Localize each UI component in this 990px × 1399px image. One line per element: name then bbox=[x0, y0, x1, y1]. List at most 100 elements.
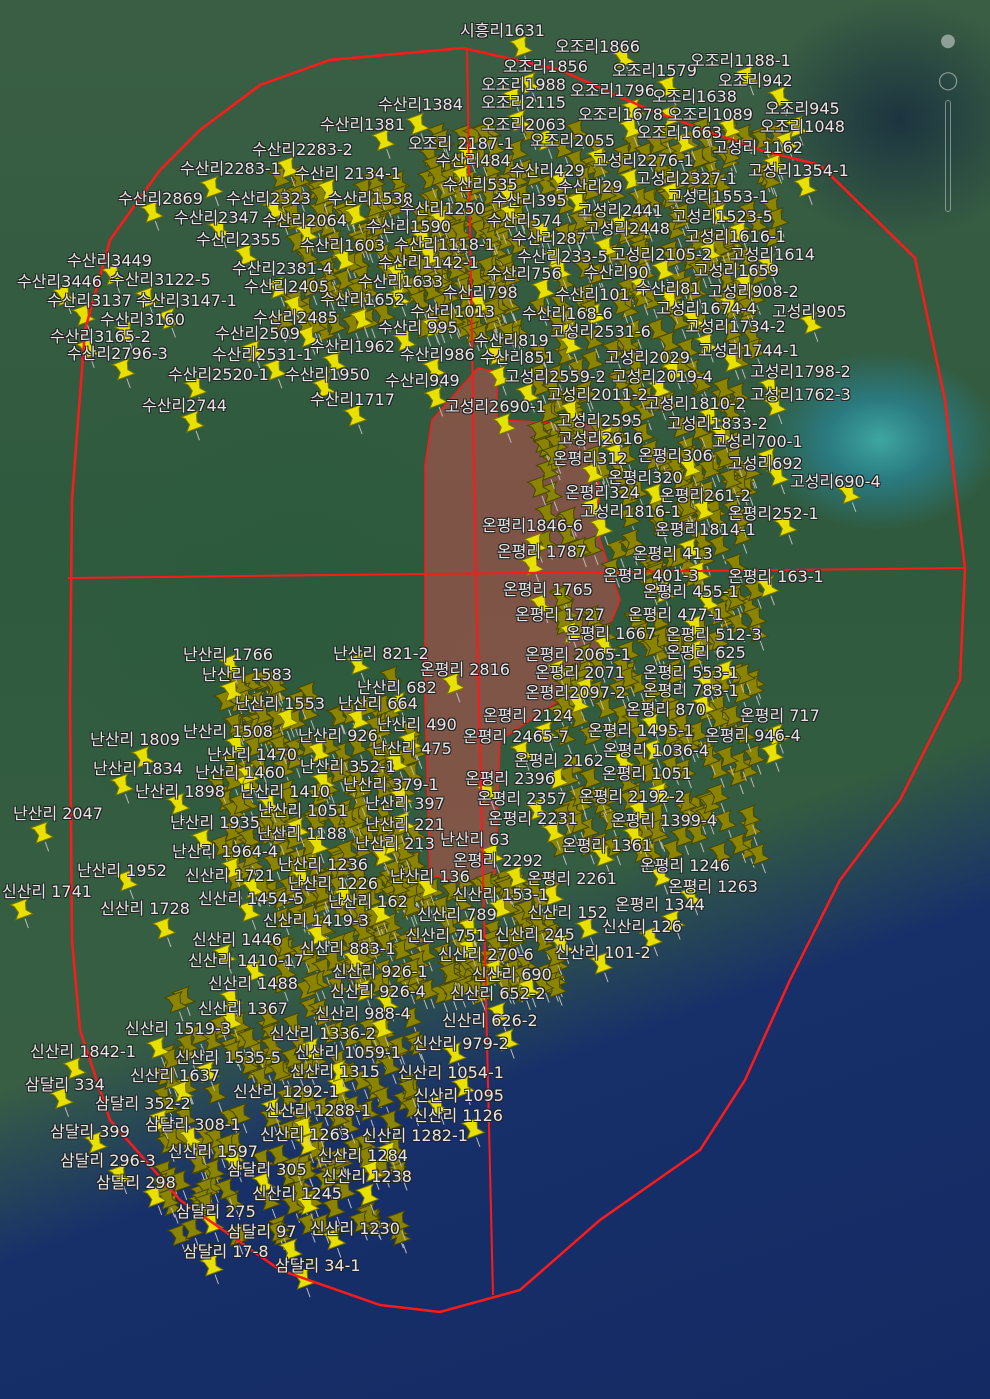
parcel-label: 온평리 455-1 bbox=[643, 582, 739, 601]
pushpin-icon[interactable] bbox=[361, 168, 389, 201]
parcel-label: 난산리 1898 bbox=[135, 782, 225, 801]
parcel-label: 난산리 490 bbox=[377, 715, 457, 734]
parcel-label: 온평리 625 bbox=[666, 643, 746, 662]
pushpin-icon[interactable] bbox=[592, 180, 620, 213]
pushpin-icon[interactable] bbox=[436, 282, 463, 316]
parcel-label: 난산리 1964-4 bbox=[172, 842, 278, 861]
parcel-label: 신산리 1230 bbox=[310, 1219, 400, 1238]
parcel-label: 고성리2011-2 bbox=[547, 385, 648, 404]
parcel-label: 신산리 789 bbox=[417, 905, 497, 924]
parcel-label: 온평리 2124 bbox=[483, 706, 573, 725]
parcel-label: 고성리1734-2 bbox=[685, 317, 786, 336]
parcel-label: 수산리574 bbox=[487, 211, 562, 230]
parcel-label: 신산리 1288-1 bbox=[265, 1101, 371, 1120]
pushpin-icon[interactable] bbox=[365, 215, 393, 248]
parcel-label: 수산리3137 bbox=[47, 291, 132, 310]
parcel-label: 난산리 664 bbox=[338, 694, 418, 713]
pushpin-icon[interactable] bbox=[759, 741, 787, 774]
parcel-label: 난산리 213 bbox=[355, 834, 435, 853]
pushpin-icon[interactable] bbox=[451, 276, 479, 309]
parcel-label: 고성리692 bbox=[728, 454, 803, 473]
parcel-label: 고성리700-1 bbox=[712, 432, 803, 451]
pushpin-icon[interactable] bbox=[792, 174, 820, 207]
pushpin-icon[interactable] bbox=[360, 194, 388, 228]
pushpin-icon[interactable] bbox=[504, 232, 532, 265]
parcel-label: 온평리324 bbox=[565, 483, 640, 502]
parcel-label: 수산리1950 bbox=[285, 365, 370, 384]
pushpin-icon[interactable] bbox=[468, 322, 496, 356]
parcel-label: 삼달리 334 bbox=[25, 1075, 105, 1094]
parcel-label: 신산리 883-1 bbox=[300, 939, 396, 958]
parcel-label: 온평리 717 bbox=[740, 706, 820, 725]
pushpin-icon[interactable] bbox=[29, 820, 57, 854]
parcel-label: 온평리 2071 bbox=[535, 663, 625, 682]
pushpin-icon[interactable] bbox=[717, 142, 744, 175]
parcel-label: 온평리 413 bbox=[633, 544, 713, 563]
parcel-label: 온평리 1787 bbox=[497, 542, 587, 561]
parcel-label: 고성리2531-6 bbox=[550, 322, 651, 341]
pushpin-icon[interactable] bbox=[388, 184, 416, 217]
pegman-icon[interactable]: ● bbox=[940, 30, 956, 51]
pushpin-icon[interactable] bbox=[199, 175, 227, 209]
parcel-label: 수산리81 bbox=[636, 279, 701, 298]
parcel-label: 온평리1814-1 bbox=[655, 520, 756, 539]
pushpin-icon[interactable] bbox=[302, 312, 330, 346]
parcel-label: 신산리 1519-3 bbox=[125, 1019, 231, 1038]
parcel-label: 고성리2448 bbox=[585, 219, 670, 238]
pushpin-icon[interactable] bbox=[266, 185, 294, 219]
parcel-label: 난산리 221 bbox=[365, 815, 445, 834]
pushpin-icon[interactable] bbox=[631, 259, 659, 293]
pushpin-icon[interactable] bbox=[407, 289, 435, 322]
parcel-label: 온평리 783-1 bbox=[643, 681, 739, 700]
parcel-label: 온평리 2465-7 bbox=[463, 727, 569, 746]
pushpin-icon[interactable] bbox=[349, 229, 377, 263]
pushpin-icon[interactable] bbox=[495, 320, 523, 354]
parcel-label: 수산리3122-5 bbox=[110, 270, 211, 289]
parcel-label: 온평리 1036-4 bbox=[603, 741, 709, 760]
zoom-slider[interactable] bbox=[938, 100, 958, 212]
pushpin-icon[interactable] bbox=[497, 264, 525, 298]
parcel-label: 고성리1798-2 bbox=[750, 362, 851, 381]
pushpin-icon[interactable] bbox=[342, 403, 370, 437]
parcel-label: 오조리1048 bbox=[760, 117, 845, 136]
pushpin-icon[interactable] bbox=[322, 312, 350, 345]
pushpin-icon[interactable] bbox=[370, 301, 398, 334]
parcel-label: 고성리1810-2 bbox=[645, 394, 746, 413]
parcel-label: 난산리 2047 bbox=[13, 804, 103, 823]
parcel-label: 수산리101 bbox=[555, 285, 630, 304]
pushpin-icon[interactable] bbox=[345, 279, 373, 312]
pushpin-icon[interactable] bbox=[659, 245, 687, 279]
parcel-label: 고성리2276-1 bbox=[593, 151, 694, 170]
parcel-label: 신산리 1284 bbox=[318, 1146, 408, 1165]
pushpin-icon[interactable] bbox=[430, 128, 457, 161]
parcel-label: 신산리 101-2 bbox=[555, 943, 651, 962]
parcel-label: 수산리756 bbox=[487, 264, 562, 283]
parcel-label: 신산리 926-1 bbox=[332, 962, 428, 981]
pushpin-icon[interactable] bbox=[9, 897, 36, 931]
parcel-label: 온평리 2162 bbox=[514, 751, 604, 770]
pushpin-icon[interactable] bbox=[271, 308, 298, 342]
parcel-label: 수산리1118-1 bbox=[394, 235, 495, 254]
parcel-label: 온평리 2065-1 bbox=[525, 645, 631, 664]
parcel-label: 고성리1833-2 bbox=[667, 414, 768, 433]
pushpin-icon[interactable] bbox=[370, 128, 398, 161]
pushpin-icon[interactable] bbox=[110, 357, 138, 391]
parcel-label: 고성리1659 bbox=[694, 261, 779, 280]
parcel-label: 신산리 126 bbox=[602, 917, 682, 936]
pushpin-icon[interactable] bbox=[432, 308, 460, 341]
pushpin-icon[interactable] bbox=[109, 773, 137, 806]
pushpin-icon[interactable] bbox=[743, 211, 771, 244]
parcel-label: 수산리1717 bbox=[310, 390, 395, 409]
compass-icon[interactable]: ◯ bbox=[938, 70, 959, 91]
parcel-label: 수산리1142-1 bbox=[378, 253, 479, 272]
parcel-label: 난산리 1809 bbox=[90, 730, 180, 749]
parcel-label: 수산리2381-4 bbox=[232, 259, 333, 278]
parcel-label: 난산리 1553 bbox=[235, 694, 325, 713]
parcel-label: 난산리 1935 bbox=[170, 813, 260, 832]
pushpin-icon[interactable] bbox=[294, 243, 322, 276]
pushpin-icon[interactable] bbox=[180, 409, 207, 443]
parcel-label: 고성리1354-1 bbox=[748, 161, 849, 180]
parcel-label: 삼달리 296-3 bbox=[60, 1151, 156, 1170]
pushpin-icon[interactable] bbox=[151, 916, 179, 950]
parcel-label: 오조리945 bbox=[765, 99, 840, 118]
